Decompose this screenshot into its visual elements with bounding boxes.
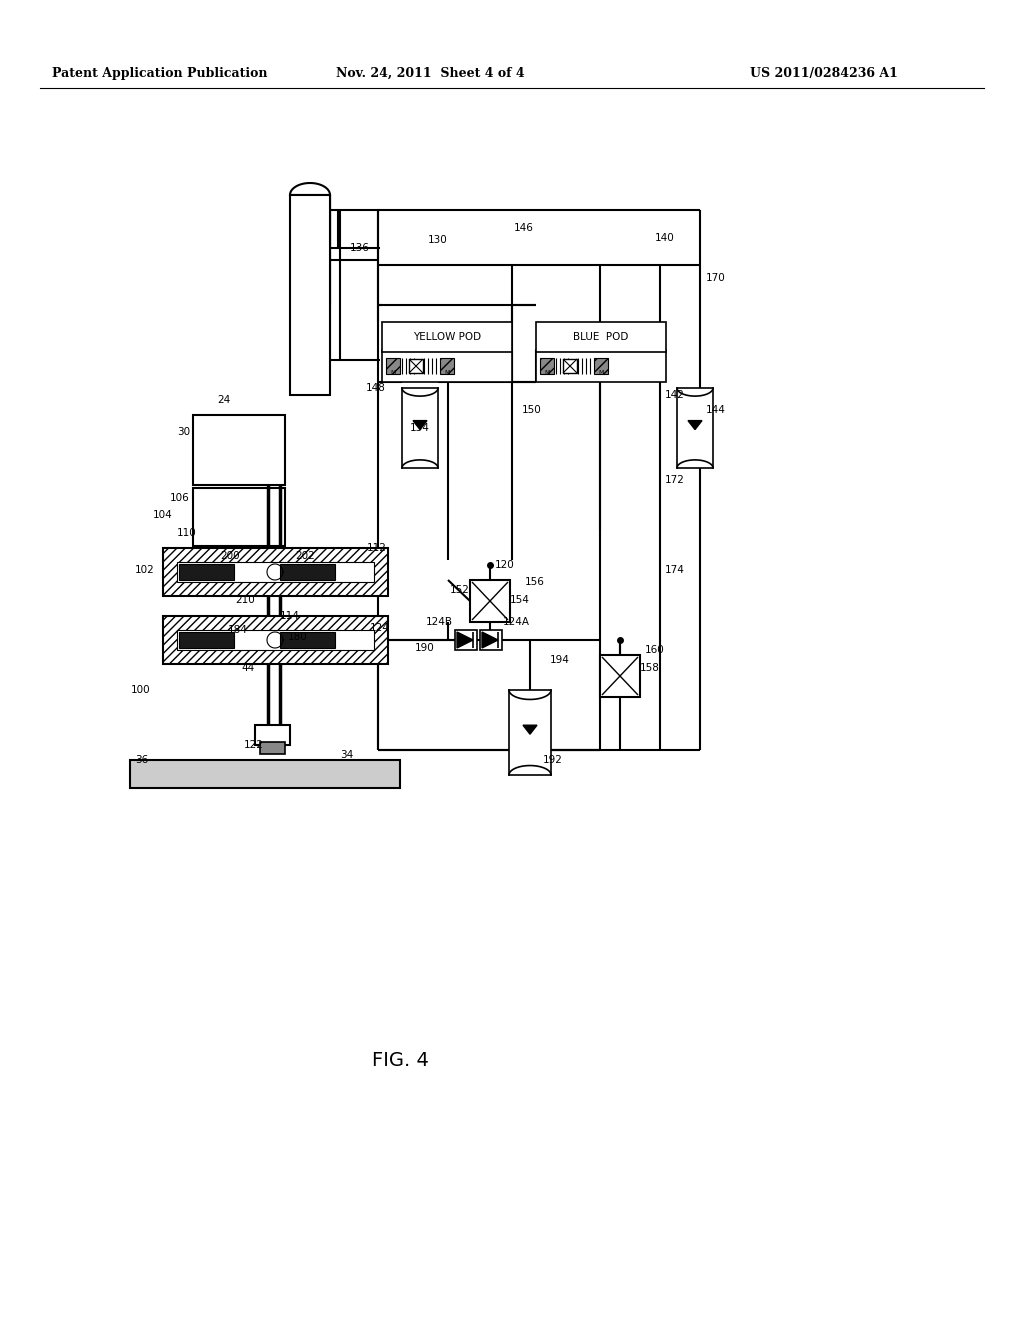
- Text: 152: 152: [451, 585, 470, 595]
- Text: 136: 136: [350, 243, 370, 253]
- Bar: [470, 579, 510, 622]
- Bar: [163, 616, 388, 664]
- Text: 124B: 124B: [426, 616, 453, 627]
- Bar: [193, 488, 285, 546]
- Text: M: M: [390, 370, 395, 375]
- Text: 44: 44: [242, 663, 255, 673]
- Polygon shape: [523, 725, 537, 734]
- Text: 30: 30: [177, 426, 190, 437]
- Text: 160: 160: [645, 645, 665, 655]
- Bar: [163, 548, 388, 597]
- Bar: [179, 632, 234, 648]
- Text: 142: 142: [665, 389, 685, 400]
- Polygon shape: [688, 421, 702, 429]
- Bar: [402, 388, 438, 469]
- Text: 180: 180: [288, 632, 308, 642]
- Text: 24: 24: [218, 395, 231, 405]
- Text: 36: 36: [135, 755, 148, 766]
- Text: 184: 184: [228, 624, 248, 635]
- Bar: [563, 359, 577, 374]
- Bar: [280, 564, 335, 579]
- Text: Patent Application Publication: Patent Application Publication: [52, 66, 267, 79]
- Polygon shape: [413, 421, 427, 429]
- Bar: [509, 690, 551, 775]
- Bar: [536, 322, 666, 352]
- Bar: [130, 760, 400, 788]
- Text: 172: 172: [665, 475, 685, 484]
- Polygon shape: [482, 632, 498, 648]
- Bar: [290, 195, 330, 395]
- Text: 144: 144: [706, 405, 726, 414]
- Text: 190: 190: [415, 643, 435, 653]
- Text: FIG. 4: FIG. 4: [372, 1051, 428, 1069]
- Text: 174: 174: [665, 565, 685, 576]
- Text: 194: 194: [550, 655, 570, 665]
- Text: 202: 202: [295, 550, 314, 561]
- Bar: [255, 725, 290, 744]
- Text: 106: 106: [170, 492, 190, 503]
- Text: 122: 122: [244, 741, 264, 750]
- Text: M: M: [444, 370, 450, 375]
- Text: 124A: 124A: [503, 616, 530, 627]
- Bar: [409, 359, 423, 374]
- Bar: [193, 414, 285, 484]
- Text: US 2011/0284236 A1: US 2011/0284236 A1: [750, 66, 898, 79]
- Bar: [594, 358, 608, 374]
- Bar: [677, 388, 713, 469]
- Bar: [480, 630, 502, 649]
- Polygon shape: [457, 632, 473, 648]
- Text: 130: 130: [428, 235, 447, 246]
- Text: 154: 154: [510, 595, 529, 605]
- Text: 110: 110: [177, 528, 197, 539]
- Text: 112: 112: [368, 543, 387, 553]
- Text: 134: 134: [411, 422, 430, 433]
- Bar: [177, 562, 374, 582]
- Bar: [440, 358, 454, 374]
- Text: 146: 146: [514, 223, 534, 234]
- Text: 140: 140: [655, 234, 675, 243]
- Bar: [382, 350, 512, 381]
- Text: 100: 100: [130, 685, 150, 696]
- Text: 192: 192: [543, 755, 563, 766]
- Bar: [177, 630, 374, 649]
- Text: 158: 158: [640, 663, 659, 673]
- Text: 148: 148: [367, 383, 386, 393]
- Bar: [536, 350, 666, 381]
- Text: 104: 104: [154, 510, 173, 520]
- Bar: [382, 322, 512, 352]
- Bar: [540, 358, 554, 374]
- Text: 170: 170: [706, 273, 726, 282]
- Text: 102: 102: [135, 565, 155, 576]
- Text: Nov. 24, 2011  Sheet 4 of 4: Nov. 24, 2011 Sheet 4 of 4: [336, 66, 524, 79]
- Text: 114: 114: [280, 611, 300, 620]
- Bar: [260, 742, 285, 754]
- Bar: [600, 655, 640, 697]
- Text: 200: 200: [220, 550, 240, 561]
- Text: M: M: [545, 370, 550, 375]
- Bar: [179, 564, 234, 579]
- Text: 124: 124: [370, 623, 390, 634]
- Text: BLUE  POD: BLUE POD: [573, 333, 629, 342]
- Bar: [455, 630, 477, 649]
- Text: M: M: [598, 370, 604, 375]
- Text: 150: 150: [522, 405, 542, 414]
- Text: 34: 34: [340, 750, 353, 760]
- Bar: [280, 632, 335, 648]
- Text: 210: 210: [236, 595, 255, 605]
- Bar: [386, 358, 400, 374]
- Text: YELLOW POD: YELLOW POD: [413, 333, 481, 342]
- Text: 120: 120: [496, 560, 515, 570]
- Text: 156: 156: [525, 577, 545, 587]
